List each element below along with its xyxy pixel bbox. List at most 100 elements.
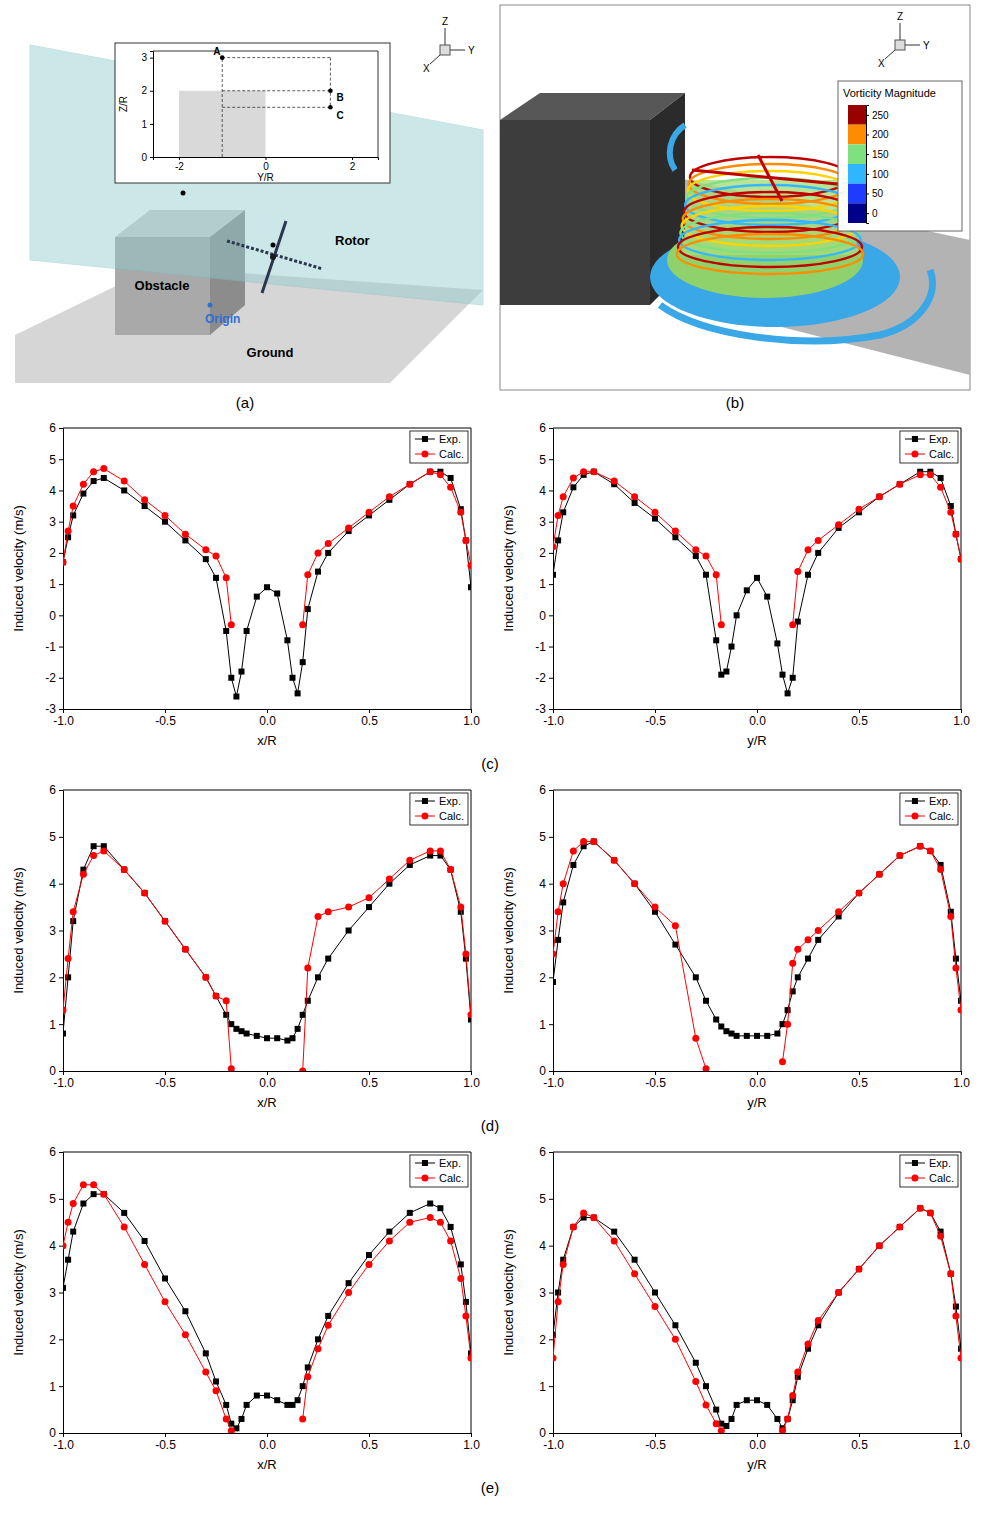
tick: 5 — [49, 1192, 63, 1206]
legend: Exp.Calc. — [410, 431, 468, 463]
tick-mark — [549, 1199, 553, 1200]
data-point — [121, 1210, 127, 1216]
legend-marker — [422, 436, 428, 442]
tick-mark — [549, 615, 553, 616]
data-point — [468, 1011, 472, 1018]
plot-area — [63, 1181, 471, 1433]
data-point — [590, 838, 597, 845]
tick-label: -2 — [175, 161, 184, 172]
data-point — [555, 1290, 561, 1296]
data-point — [555, 937, 561, 943]
tick-label: 3 — [49, 1286, 56, 1300]
tick-mark — [150, 157, 153, 158]
data-point — [244, 1031, 250, 1037]
colorbar-band — [848, 105, 866, 125]
colorbar-band — [848, 125, 866, 145]
x-axis-title: x/R — [257, 1457, 277, 1472]
tick-label: 6 — [49, 421, 56, 435]
data-point — [264, 584, 270, 590]
data-point — [953, 531, 959, 537]
tick: 4 — [49, 484, 63, 498]
tick-label: 0 — [263, 161, 269, 172]
triad-cube — [440, 45, 450, 55]
data-point — [754, 1033, 760, 1039]
data-point — [315, 569, 321, 575]
data-point — [713, 637, 719, 643]
data-point — [734, 1033, 740, 1039]
tick-mark — [549, 490, 553, 491]
data-point — [917, 843, 924, 850]
tick: 1.0 — [463, 1433, 480, 1452]
tick-mark — [369, 1433, 370, 1437]
guide-line — [222, 107, 330, 108]
tick-mark — [549, 1293, 553, 1294]
legend-box — [900, 1155, 958, 1187]
series-line — [553, 472, 721, 625]
data-point — [162, 1298, 169, 1305]
legend-marker — [421, 451, 428, 458]
tick-label: 0.5 — [851, 1438, 868, 1452]
tick: -0.5 — [155, 709, 176, 728]
legend-box — [410, 431, 468, 463]
data-point — [70, 1200, 77, 1207]
legend-box — [410, 793, 468, 825]
tick-mark — [59, 428, 63, 429]
colorbar-axis: 250200150100500 — [866, 106, 889, 224]
y-axis: 0123456 — [49, 1145, 63, 1440]
tick-label: 100 — [872, 169, 889, 180]
legend-marker — [911, 813, 918, 820]
tick: 2 — [539, 971, 553, 985]
tick-mark — [655, 1433, 656, 1437]
series-line — [303, 1218, 471, 1419]
data-point — [611, 1229, 617, 1235]
tick-label: -0.5 — [155, 714, 176, 728]
tick: 1.0 — [953, 709, 970, 728]
tick-mark — [59, 647, 63, 648]
data-point — [723, 669, 729, 675]
figure: ObstacleOriginRotorGroundXYZ-2020123ABCY… — [0, 0, 981, 1515]
tick: 2 — [539, 546, 553, 560]
probe-point — [271, 243, 276, 248]
data-point — [65, 1257, 71, 1263]
data-point — [779, 1058, 786, 1065]
tick-label: 5 — [49, 453, 56, 467]
data-point — [744, 587, 750, 593]
tick-label: 0.0 — [259, 1438, 276, 1452]
data-point — [876, 494, 882, 500]
data-point — [254, 1033, 260, 1039]
data-point — [213, 575, 219, 581]
tick: 1 — [141, 119, 153, 130]
legend-marker — [421, 1175, 428, 1182]
data-point — [917, 1205, 924, 1212]
tick-label: 4 — [539, 1239, 546, 1253]
data-point — [101, 1191, 107, 1197]
data-point — [406, 481, 413, 488]
data-point — [274, 590, 280, 596]
data-point — [952, 1312, 959, 1319]
data-point — [958, 556, 962, 563]
data-point — [723, 1423, 729, 1429]
data-point — [652, 1290, 658, 1296]
legend-items: Exp.Calc. — [905, 795, 954, 822]
tick-mark — [549, 1152, 553, 1153]
frame — [553, 790, 961, 1071]
data-point — [305, 1364, 311, 1370]
tick: 0 — [539, 1426, 553, 1440]
series-line — [783, 846, 962, 1061]
tick-label: 200 — [872, 129, 889, 140]
data-point — [856, 1266, 863, 1273]
data-point — [805, 936, 812, 943]
plot-area — [63, 843, 471, 1071]
data-point — [213, 1387, 220, 1394]
data-point — [856, 890, 863, 897]
data-point — [611, 478, 618, 485]
plot-area — [179, 55, 333, 157]
data-point — [794, 1369, 801, 1376]
triad-axis — [905, 45, 920, 46]
data-point — [774, 640, 780, 646]
data-point — [141, 496, 148, 503]
data-point — [560, 1261, 567, 1268]
tick-mark — [59, 1246, 63, 1247]
data-point — [785, 1416, 791, 1422]
axis-triad: XYZ — [423, 16, 475, 74]
